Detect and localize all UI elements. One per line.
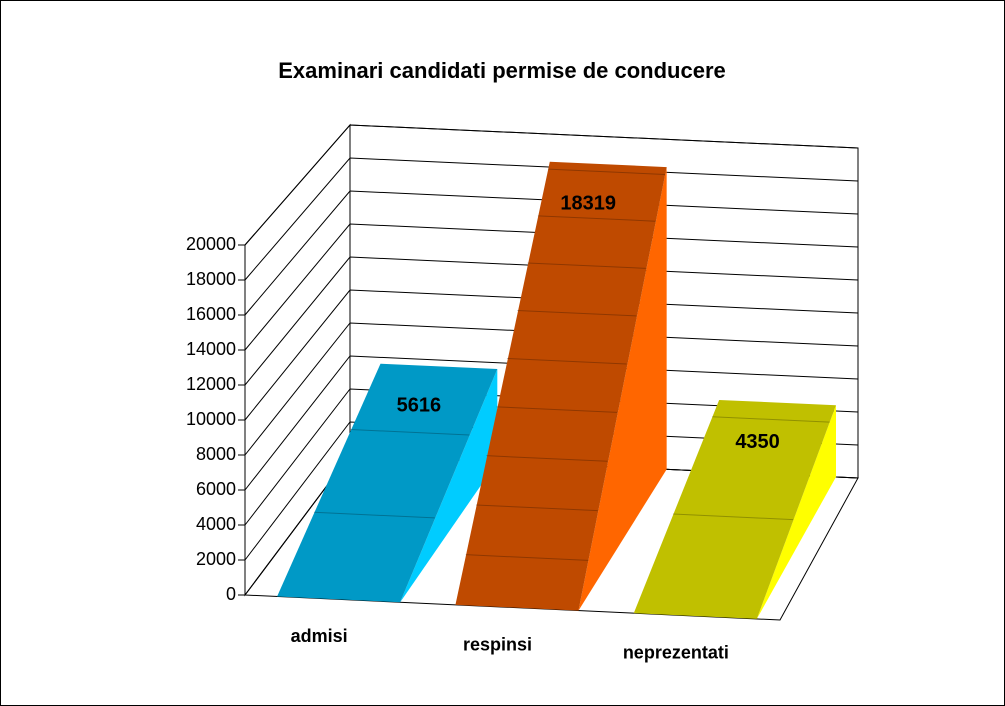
grid-line (244, 289, 859, 421)
bar-grid-line (712, 416, 830, 423)
y-tick-label: 8000 (196, 444, 236, 464)
y-tick-label: 0 (226, 584, 236, 604)
bar-grid-line (537, 215, 656, 222)
grid-line (244, 355, 859, 491)
grid-line (244, 124, 859, 246)
bar-grid-line (313, 511, 435, 519)
x-tick-label: neprezentati (623, 643, 729, 663)
bar-grid-line (672, 513, 794, 521)
bar-side (578, 167, 667, 611)
bar-grid-line (527, 262, 646, 269)
y-tick-label: 6000 (196, 479, 236, 499)
y-tick-label: 16000 (186, 304, 236, 324)
grid-line (244, 256, 859, 386)
grid-line (244, 322, 859, 456)
x-tick-label: respinsi (463, 634, 532, 654)
bar-grid-line (465, 554, 589, 561)
grid-line (244, 421, 859, 561)
grid-line (244, 388, 859, 526)
bar-grid-line (506, 357, 627, 365)
bar (277, 363, 498, 603)
grid-line (244, 157, 859, 281)
grid-line (244, 190, 859, 316)
y-tick-label: 18000 (186, 269, 236, 289)
bar-grid-line (350, 429, 470, 436)
bar-grid-line (486, 455, 608, 462)
grid-line (244, 223, 859, 351)
bar-grid-line (496, 406, 618, 413)
value-label: 5616 (397, 395, 442, 417)
bar-grid-line (476, 504, 598, 512)
y-tick-label: 4000 (196, 514, 236, 534)
chart-title: Examinari candidati permise de conducere (278, 58, 726, 83)
y-tick-label: 20000 (186, 234, 236, 254)
bar-side (400, 369, 498, 603)
y-tick-label: 10000 (186, 409, 236, 429)
bar (455, 161, 667, 611)
value-label: 18319 (560, 193, 616, 215)
bar (633, 399, 836, 619)
value-label: 4350 (735, 431, 780, 453)
y-tick-label: 2000 (196, 549, 236, 569)
y-tick-label: 12000 (186, 374, 236, 394)
x-tick-label: admisi (291, 626, 348, 646)
y-tick-label: 14000 (186, 339, 236, 359)
bar-grid-line (548, 168, 666, 175)
bar-grid-line (517, 309, 637, 317)
